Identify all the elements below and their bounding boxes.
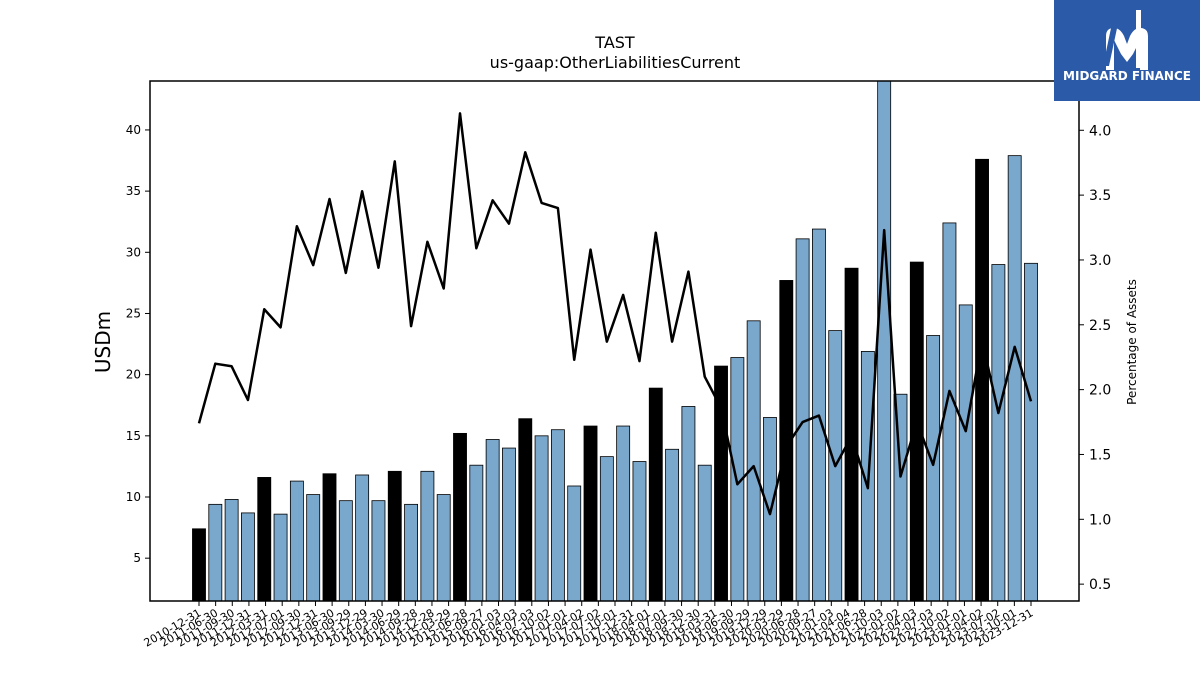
bar (583, 425, 598, 602)
bar (469, 464, 484, 602)
bar (534, 435, 549, 602)
bar (1024, 262, 1038, 602)
bar (665, 448, 680, 602)
bar (746, 320, 761, 602)
bar (241, 512, 255, 602)
bar (371, 500, 386, 602)
bar (436, 494, 451, 602)
bar (257, 477, 272, 602)
y-right-tick-label: 3.5 (1089, 188, 1111, 204)
bar (1007, 155, 1022, 602)
y-tick-label: 10 (126, 490, 141, 504)
chart-title: TAST (594, 33, 635, 52)
bar (404, 503, 418, 602)
y-right-tick-label: 2.5 (1089, 318, 1111, 334)
y-axis-left: 5 10 15 20 25 30 35 40 (126, 123, 150, 565)
chart-subtitle: us-gaap:OtherLiabilitiesCurrent (490, 53, 741, 72)
bar (697, 464, 712, 602)
bar (648, 387, 663, 602)
bar (387, 470, 402, 602)
bar (502, 447, 516, 602)
y-tick-label: 15 (126, 429, 141, 443)
y-right-tick-label: 1.5 (1089, 447, 1111, 463)
y-tick-label: 40 (126, 123, 141, 137)
line-series (197, 112, 1033, 516)
y-right-tick-label: 4.0 (1089, 123, 1111, 139)
midgard-finance-logo: MIDGARD FINANCE (1054, 0, 1200, 101)
bar (518, 418, 533, 602)
y-right-tick-label: 3.0 (1089, 253, 1111, 269)
bar (453, 432, 467, 602)
y-right-tick-label: 2.0 (1089, 383, 1111, 399)
y-right-tick-label: 0.5 (1089, 577, 1111, 593)
y-tick-label: 20 (126, 368, 141, 382)
y-tick-label: 25 (126, 306, 141, 320)
bar-series (192, 80, 1038, 602)
bar (306, 494, 321, 602)
bar (338, 500, 353, 602)
bar (289, 480, 304, 602)
bar (681, 406, 696, 602)
bar (844, 267, 859, 602)
y-axis-right: 0.5 1.0 1.5 2.0 2.5 3.0 3.5 4.0 (1079, 123, 1111, 593)
y-tick-label: 30 (126, 245, 141, 259)
bar (599, 456, 614, 602)
logo-mark-icon (1102, 10, 1148, 70)
bar (273, 513, 288, 602)
plot-frame (149, 80, 1080, 602)
bar (550, 429, 565, 602)
bar (926, 335, 941, 602)
bar (632, 461, 647, 602)
logo-text: MIDGARD FINANCE (1063, 69, 1191, 83)
bar (208, 503, 223, 602)
bar (567, 485, 582, 602)
y-right-tick-label: 1.0 (1089, 512, 1111, 528)
y-tick-label: 5 (133, 551, 141, 565)
y-axis-label: USDm (91, 311, 115, 373)
bar (877, 80, 892, 602)
bar (958, 304, 973, 602)
y-axis-right-label: Percentage of Assets (1125, 279, 1139, 405)
line-path (197, 112, 1033, 516)
bar (355, 474, 370, 602)
bar (616, 425, 631, 602)
bar (224, 499, 239, 602)
bar (322, 473, 337, 602)
y-tick-label: 35 (126, 184, 141, 198)
bar (420, 470, 435, 602)
bar (485, 439, 500, 602)
bar (991, 264, 1006, 602)
bar (975, 158, 989, 602)
bar (192, 528, 206, 602)
x-axis: 2010-12-312011-06-302011-09-302011-12-31… (142, 601, 1036, 650)
